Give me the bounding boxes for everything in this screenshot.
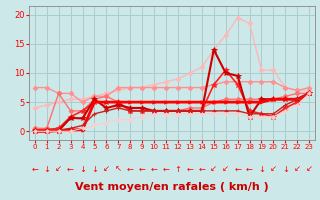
Text: ←: ← xyxy=(67,164,74,173)
Text: ↙: ↙ xyxy=(55,164,62,173)
Text: ←: ← xyxy=(127,164,134,173)
Text: ↓: ↓ xyxy=(91,164,98,173)
Text: ↙: ↙ xyxy=(270,164,277,173)
Text: ←: ← xyxy=(163,164,170,173)
Text: Vent moyen/en rafales ( km/h ): Vent moyen/en rafales ( km/h ) xyxy=(75,182,269,192)
Text: ↓: ↓ xyxy=(282,164,289,173)
Text: ↑: ↑ xyxy=(174,164,181,173)
Text: ↙: ↙ xyxy=(210,164,217,173)
Text: ↓: ↓ xyxy=(258,164,265,173)
Text: ←: ← xyxy=(234,164,241,173)
Text: ←: ← xyxy=(139,164,146,173)
Text: ↙: ↙ xyxy=(306,164,313,173)
Text: ←: ← xyxy=(151,164,157,173)
Text: ↙: ↙ xyxy=(222,164,229,173)
Text: ↓: ↓ xyxy=(79,164,86,173)
Text: ←: ← xyxy=(186,164,193,173)
Text: ↖: ↖ xyxy=(115,164,122,173)
Text: ↓: ↓ xyxy=(43,164,50,173)
Text: ←: ← xyxy=(246,164,253,173)
Text: ←: ← xyxy=(31,164,38,173)
Text: ↙: ↙ xyxy=(103,164,110,173)
Text: ←: ← xyxy=(198,164,205,173)
Text: ↙: ↙ xyxy=(294,164,301,173)
